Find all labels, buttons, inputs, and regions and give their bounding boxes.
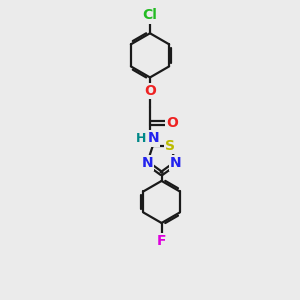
Text: Cl: Cl — [142, 8, 158, 22]
Text: S: S — [166, 139, 176, 153]
Text: N: N — [170, 156, 182, 170]
Text: N: N — [147, 131, 159, 146]
Text: O: O — [166, 116, 178, 130]
Text: F: F — [157, 234, 166, 248]
Text: H: H — [136, 132, 146, 145]
Text: O: O — [144, 84, 156, 98]
Text: N: N — [141, 156, 153, 170]
